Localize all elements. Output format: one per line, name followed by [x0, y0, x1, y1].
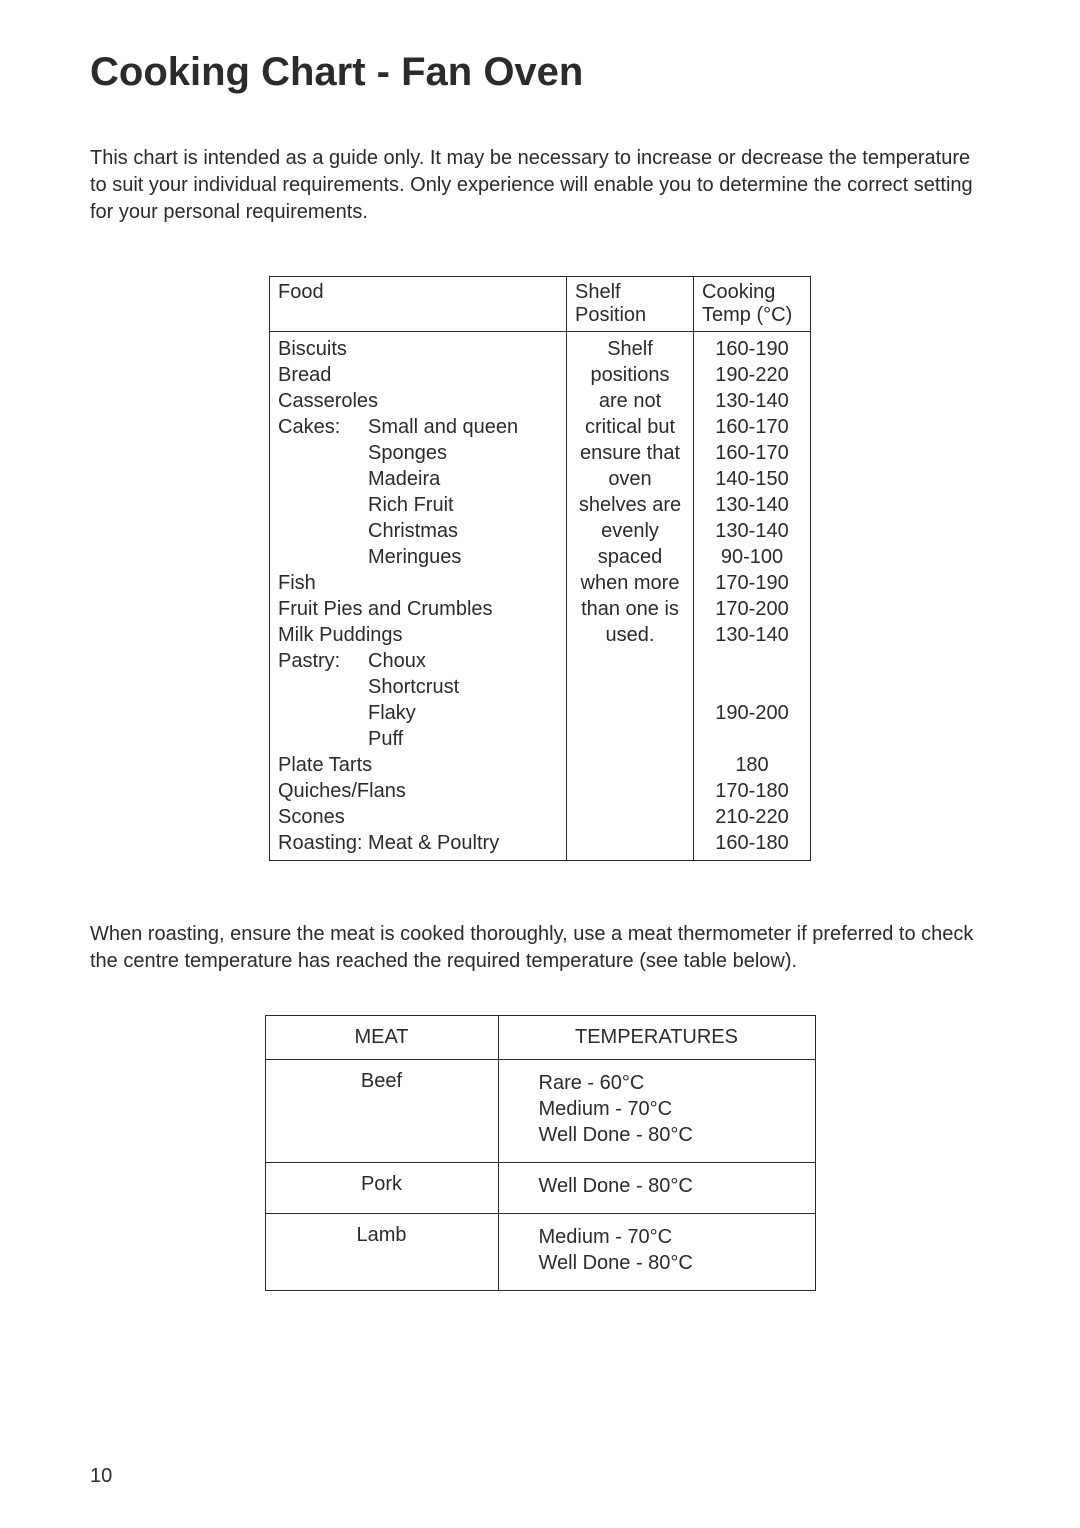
food-sub: Puff — [368, 726, 558, 752]
meat-temps: Well Done - 80°C — [498, 1163, 815, 1214]
food-line: Milk Puddings — [278, 622, 558, 648]
temp-value: 190-200 — [702, 700, 802, 726]
food-line: Fish — [278, 570, 558, 596]
food-label — [278, 492, 368, 518]
temp-value: 190-220 — [702, 362, 802, 388]
temp-value: 170-180 — [702, 778, 802, 804]
page-title: Cooking Chart - Fan Oven — [90, 50, 990, 95]
food-line: Pastry:Choux — [278, 648, 558, 674]
food-sub: Meringues — [368, 544, 558, 570]
food-line: Roasting: Meat & Poultry — [278, 830, 558, 856]
food-line: Sponges — [278, 440, 558, 466]
meat-temp-line: Medium - 70°C — [539, 1096, 799, 1122]
meat-name: Lamb — [265, 1214, 498, 1291]
food-sub: Sponges — [368, 440, 558, 466]
table-row: Pork Well Done - 80°C — [265, 1163, 815, 1214]
food-label — [278, 440, 368, 466]
food-label — [278, 544, 368, 570]
food-sub: Choux — [368, 648, 558, 674]
temp-value: 130-140 — [702, 388, 802, 414]
header-temp: Cooking Temp (°C) — [694, 277, 811, 332]
temp-value: 140-150 — [702, 466, 802, 492]
food-line: Cakes:Small and queen — [278, 414, 558, 440]
food-sub: Shortcrust — [368, 674, 558, 700]
meat-temps: Medium - 70°CWell Done - 80°C — [498, 1214, 815, 1291]
food-sub: Christmas — [368, 518, 558, 544]
food-line: Rich Fruit — [278, 492, 558, 518]
temp-value: 130-140 — [702, 492, 802, 518]
temp-value: 160-180 — [702, 830, 802, 856]
meat-temp-line: Well Done - 80°C — [539, 1173, 799, 1199]
food-label: Pastry: — [278, 648, 368, 674]
meat-temps: Rare - 60°CMedium - 70°CWell Done - 80°C — [498, 1060, 815, 1163]
food-label — [278, 466, 368, 492]
meat-name: Beef — [265, 1060, 498, 1163]
table-row: LambMedium - 70°CWell Done - 80°C — [265, 1214, 815, 1291]
food-line: Christmas — [278, 518, 558, 544]
food-label — [278, 700, 368, 726]
food-sub: Small and queen — [368, 414, 558, 440]
food-label — [278, 674, 368, 700]
meat-temp-table: MEAT TEMPERATURES BeefRare - 60°CMedium … — [265, 1015, 816, 1291]
temp-cell: 160-190190-220130-140160-170160-170140-1… — [694, 332, 811, 861]
food-label — [278, 518, 368, 544]
page-number: 10 — [90, 1465, 112, 1488]
table-body-row: BiscuitsBreadCasserolesCakes:Small and q… — [270, 332, 811, 861]
table-header-row: Food Shelf Position Cooking Temp (°C) — [270, 277, 811, 332]
food-line: Quiches/Flans — [278, 778, 558, 804]
intro-paragraph: This chart is intended as a guide only. … — [90, 145, 990, 226]
food-label — [278, 726, 368, 752]
food-line: Casseroles — [278, 388, 558, 414]
food-line: Scones — [278, 804, 558, 830]
cooking-chart-table: Food Shelf Position Cooking Temp (°C) Bi… — [269, 276, 811, 861]
meat-temp-line: Rare - 60°C — [539, 1070, 799, 1096]
food-cell: BiscuitsBreadCasserolesCakes:Small and q… — [270, 332, 567, 861]
food-sub: Rich Fruit — [368, 492, 558, 518]
roasting-note: When roasting, ensure the meat is cooked… — [90, 921, 990, 975]
temp-value: 90-100 — [702, 544, 802, 570]
table-header-row: MEAT TEMPERATURES — [265, 1016, 815, 1060]
food-line: Meringues — [278, 544, 558, 570]
header-food: Food — [270, 277, 567, 332]
table-row: BeefRare - 60°CMedium - 70°CWell Done - … — [265, 1060, 815, 1163]
food-sub: Flaky — [368, 700, 558, 726]
header-temps: TEMPERATURES — [498, 1016, 815, 1060]
temp-value: 160-170 — [702, 440, 802, 466]
header-meat: MEAT — [265, 1016, 498, 1060]
temp-value: 170-200 — [702, 596, 802, 622]
food-line: Plate Tarts — [278, 752, 558, 778]
meat-temp-line: Well Done - 80°C — [539, 1122, 799, 1148]
temp-value: 130-140 — [702, 518, 802, 544]
page: Cooking Chart - Fan Oven This chart is i… — [0, 0, 1080, 1528]
temp-value: 210-220 — [702, 804, 802, 830]
temp-value: 160-190 — [702, 336, 802, 362]
food-sub: Madeira — [368, 466, 558, 492]
food-line: Flaky — [278, 700, 558, 726]
food-line: Madeira — [278, 466, 558, 492]
food-line: Shortcrust — [278, 674, 558, 700]
food-line: Fruit Pies and Crumbles — [278, 596, 558, 622]
temp-value: 160-170 — [702, 414, 802, 440]
food-label: Cakes: — [278, 414, 368, 440]
temp-value — [702, 674, 802, 700]
meat-name: Pork — [265, 1163, 498, 1214]
temp-value: 170-190 — [702, 570, 802, 596]
food-line: Bread — [278, 362, 558, 388]
cooking-chart-wrap: Food Shelf Position Cooking Temp (°C) Bi… — [90, 276, 990, 861]
temp-value — [702, 648, 802, 674]
shelf-note-cell: Shelf positions are not critical but ens… — [567, 332, 694, 861]
temp-value: 130-140 — [702, 622, 802, 648]
temp-value: 180 — [702, 752, 802, 778]
temp-value — [702, 726, 802, 752]
header-shelf-text: Shelf Position — [575, 281, 646, 326]
meat-temp-line: Medium - 70°C — [539, 1224, 799, 1250]
meat-temp-line: Well Done - 80°C — [539, 1250, 799, 1276]
food-line: Puff — [278, 726, 558, 752]
header-shelf: Shelf Position — [567, 277, 694, 332]
food-line: Biscuits — [278, 336, 558, 362]
